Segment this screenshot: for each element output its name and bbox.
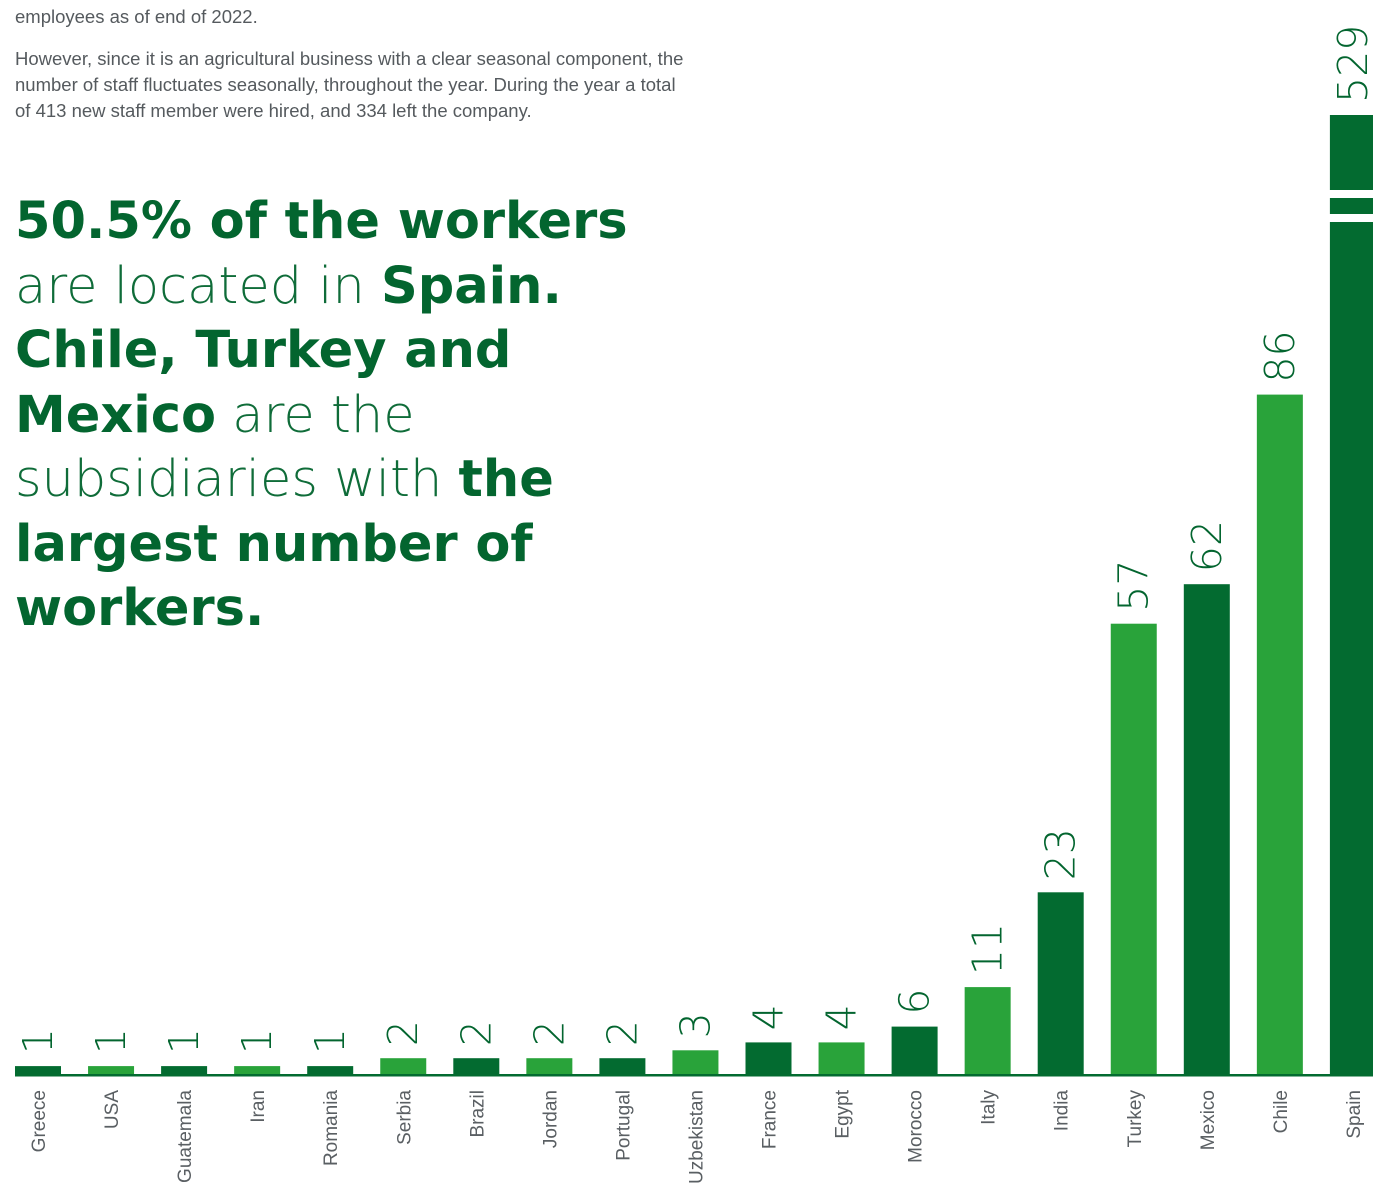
category-label: France bbox=[760, 1090, 781, 1149]
headline-part: are the bbox=[232, 385, 415, 445]
category-label: Mexico bbox=[1198, 1090, 1219, 1150]
value-label: 86 bbox=[1256, 330, 1304, 382]
value-label: 6 bbox=[891, 989, 939, 1015]
category-label: Iran bbox=[248, 1090, 269, 1123]
headline-part: are located in bbox=[15, 256, 365, 316]
category-label: Chile bbox=[1271, 1090, 1292, 1133]
value-label: 1 bbox=[233, 1028, 281, 1054]
headline-part: Spain. bbox=[381, 256, 562, 316]
headline-part: the bbox=[458, 450, 554, 509]
category-label: Egypt bbox=[833, 1089, 854, 1138]
bar-india bbox=[1037, 892, 1084, 1074]
category-label: Jordan bbox=[540, 1090, 561, 1148]
value-label: 2 bbox=[598, 1020, 646, 1046]
bar-spain bbox=[1329, 115, 1373, 1074]
value-label: 4 bbox=[745, 1004, 793, 1030]
value-label: 57 bbox=[1110, 560, 1158, 612]
axis-break-gap bbox=[1327, 190, 1373, 198]
bar-italy bbox=[964, 987, 1011, 1074]
headline: 50.5% of the workers are located in Spai… bbox=[15, 190, 655, 642]
bar-romania bbox=[307, 1066, 354, 1074]
bar-egypt bbox=[818, 1042, 865, 1074]
bar-mexico bbox=[1183, 584, 1230, 1074]
bar-portugal bbox=[599, 1058, 646, 1074]
bar-chile bbox=[1256, 394, 1303, 1075]
headline-part: subsidiaries with bbox=[15, 450, 443, 509]
value-label: 2 bbox=[452, 1020, 500, 1046]
value-label: 1 bbox=[160, 1028, 208, 1054]
bar-usa bbox=[88, 1066, 135, 1074]
axis-break-gap bbox=[1327, 214, 1373, 222]
bar-turkey bbox=[1110, 623, 1157, 1074]
bar-greece bbox=[15, 1066, 61, 1074]
category-label: Spain bbox=[1344, 1090, 1365, 1139]
category-label: USA bbox=[102, 1090, 123, 1129]
category-label: India bbox=[1052, 1090, 1073, 1132]
category-label: Brazil bbox=[467, 1090, 488, 1138]
intro-paragraph-1: employees as of end of 2022. bbox=[15, 6, 258, 27]
category-label: Romania bbox=[321, 1090, 342, 1166]
headline-part: Mexico bbox=[15, 385, 216, 445]
bar-serbia bbox=[380, 1058, 427, 1074]
headline-part: largest number of bbox=[15, 514, 533, 574]
category-label: Italy bbox=[979, 1090, 1000, 1125]
bar-iran bbox=[234, 1066, 281, 1074]
value-label: 23 bbox=[1037, 828, 1085, 880]
headline-part: 50.5% of the workers bbox=[15, 192, 628, 251]
intro-paragraph-2: However, since it is an agricultural bus… bbox=[15, 48, 684, 121]
category-label: Uzbekistan bbox=[686, 1090, 707, 1184]
value-label: 1 bbox=[306, 1028, 354, 1054]
value-label: 1 bbox=[87, 1028, 135, 1054]
category-label: Turkey bbox=[1125, 1090, 1146, 1148]
bar-morocco bbox=[891, 1026, 938, 1074]
bar-france bbox=[745, 1042, 792, 1074]
category-label: Guatemala bbox=[175, 1090, 196, 1183]
category-label: Greece bbox=[29, 1090, 50, 1152]
value-label: 3 bbox=[671, 1012, 719, 1038]
value-label: 529 bbox=[1329, 25, 1373, 103]
category-label: Morocco bbox=[906, 1090, 927, 1163]
bar-brazil bbox=[453, 1058, 500, 1074]
value-label: 2 bbox=[379, 1020, 427, 1046]
x-axis-line bbox=[15, 1074, 1373, 1077]
bar-uzbekistan bbox=[672, 1050, 719, 1074]
bar-guatemala bbox=[161, 1066, 208, 1074]
headline-part: Chile, Turkey and bbox=[15, 321, 512, 380]
value-label: 62 bbox=[1183, 520, 1231, 572]
value-label: 1 bbox=[14, 1028, 62, 1054]
value-label: 11 bbox=[964, 923, 1012, 975]
value-label: 2 bbox=[525, 1020, 573, 1046]
category-label: Serbia bbox=[394, 1090, 415, 1145]
value-label: 4 bbox=[818, 1004, 866, 1030]
headline-part: workers. bbox=[15, 579, 265, 638]
bar-jordan bbox=[526, 1058, 573, 1074]
category-label: Portugal bbox=[613, 1090, 634, 1161]
